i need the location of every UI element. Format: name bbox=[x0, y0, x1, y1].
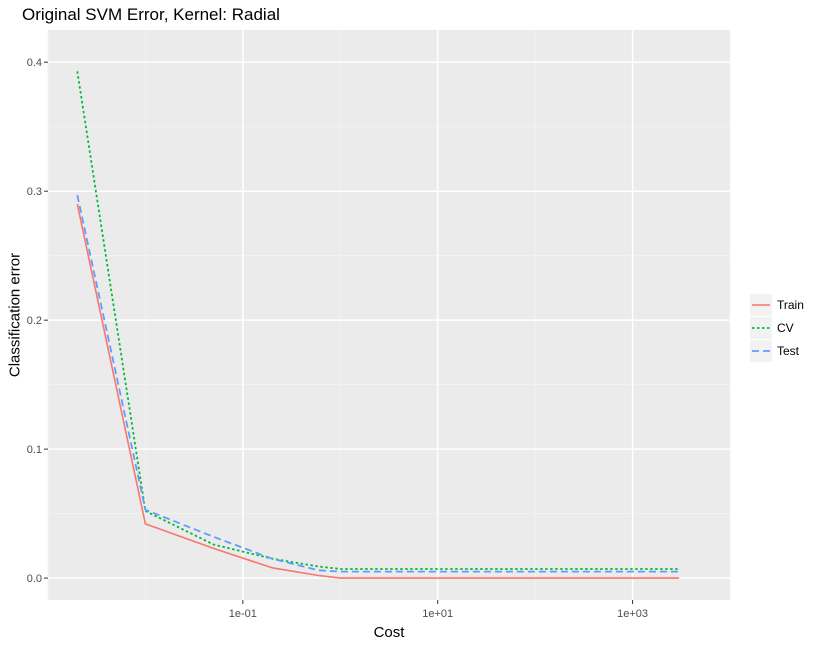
y-tick-label: 0.0 bbox=[27, 573, 42, 585]
legend-key-test bbox=[750, 340, 772, 362]
x-tick-label: 1e+03 bbox=[617, 608, 648, 620]
x-axis-ticks: 1e-01 1e+01 1e+03 bbox=[229, 600, 648, 620]
x-axis-label: Cost bbox=[374, 624, 405, 641]
legend: Train CV Test bbox=[750, 293, 816, 362]
legend-label-train: Train bbox=[777, 298, 804, 312]
x-tick-label: 1e-01 bbox=[229, 608, 257, 620]
legend-item-cv: CV bbox=[750, 316, 816, 339]
y-axis-ticks: 0.0 0.1 0.2 0.3 0.4 bbox=[27, 57, 48, 585]
chart-title: Original SVM Error, Kernel: Radial bbox=[22, 5, 280, 25]
plot-panel bbox=[48, 30, 730, 600]
y-tick-label: 0.2 bbox=[27, 315, 42, 327]
y-axis-label: Classification error bbox=[7, 253, 24, 377]
y-tick-label: 0.1 bbox=[27, 444, 42, 456]
legend-label-cv: CV bbox=[777, 321, 794, 335]
x-tick-label: 1e+01 bbox=[422, 608, 453, 620]
legend-key-cv bbox=[750, 317, 772, 339]
y-tick-label: 0.3 bbox=[27, 186, 42, 198]
legend-key-train bbox=[750, 294, 772, 316]
y-tick-label: 0.4 bbox=[27, 57, 42, 69]
legend-label-test: Test bbox=[777, 344, 799, 358]
legend-item-test: Test bbox=[750, 339, 816, 362]
legend-item-train: Train bbox=[750, 293, 816, 316]
